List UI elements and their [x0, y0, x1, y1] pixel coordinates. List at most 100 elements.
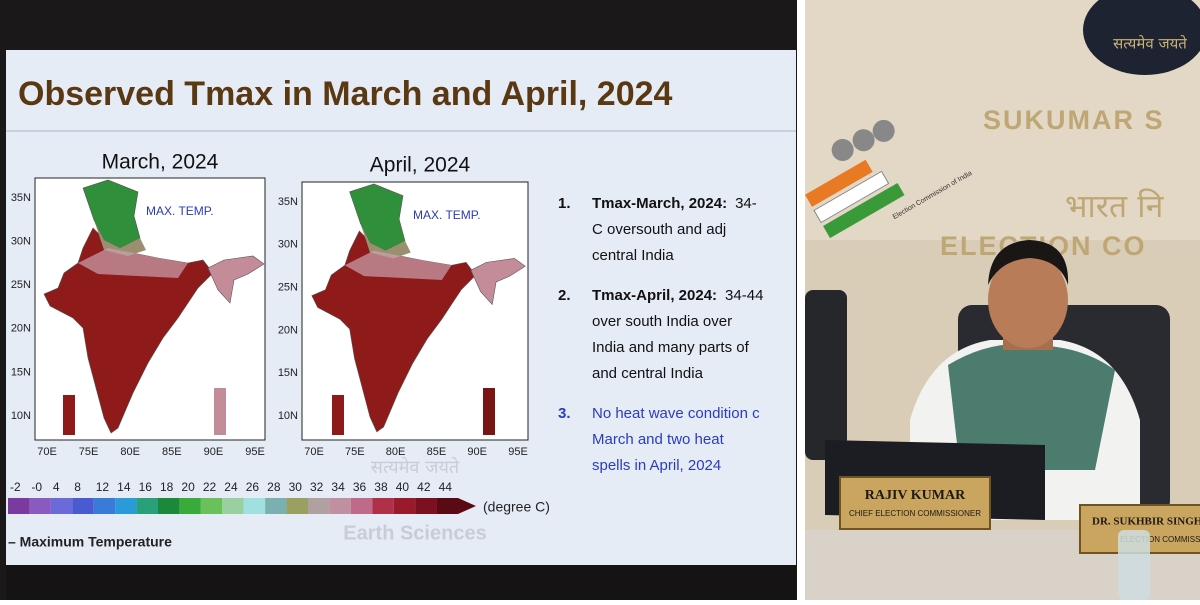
scale-swatch [222, 498, 244, 514]
scale-swatch [415, 498, 437, 514]
scale-label: 26 [246, 480, 260, 494]
scale-label: -2 [10, 480, 21, 494]
scale-label: -0 [31, 480, 42, 494]
scale-swatch [372, 498, 394, 514]
scale-label: 12 [96, 480, 110, 494]
lat-label: 10N [278, 410, 298, 422]
point-line: 34-44 [725, 287, 763, 304]
lon-label: 70E [304, 446, 324, 458]
lat-label: 30N [11, 236, 31, 248]
emblem-text: सत्यमेव जयते [1113, 35, 1187, 53]
lat-label: 15N [11, 366, 31, 378]
nameplate-name: DR. SUKHBIR SINGH S [1092, 516, 1200, 528]
point-line: over south India over [592, 313, 732, 330]
lon-label: 85E [162, 446, 182, 458]
lon-label: 75E [345, 446, 365, 458]
scale-label: 18 [160, 480, 174, 494]
lat-label: 15N [278, 367, 298, 379]
point-number: 3. [558, 405, 571, 422]
lat-label: 35N [278, 196, 298, 208]
scale-swatch [50, 498, 73, 514]
face [988, 252, 1068, 348]
scale-label: 20 [181, 480, 195, 494]
watermark: Earth Sciences [343, 522, 486, 544]
lat-label: 20N [11, 323, 31, 335]
lat-label: 25N [11, 279, 31, 291]
point-line: March and two heat [592, 431, 725, 448]
scale-swatch [115, 498, 137, 514]
scale-label: 8 [74, 480, 81, 494]
point-line: 34- [735, 195, 757, 212]
lat-label: 25N [278, 282, 298, 294]
scale-label: 4 [53, 480, 60, 494]
hindi-sign: भारत नि [1065, 187, 1165, 225]
building-name: SUKUMAR S [983, 105, 1165, 135]
scale-label: 38 [374, 480, 388, 494]
map-title: April, 2024 [370, 154, 471, 177]
scale-swatch [286, 498, 308, 514]
point-line: central India [592, 247, 674, 264]
point-line: and central India [592, 365, 704, 382]
scale-swatch [72, 498, 94, 514]
lon-label: 90E [204, 446, 224, 458]
scale-label: 30 [289, 480, 303, 494]
scale-swatch [93, 498, 116, 514]
scale-label: 24 [224, 480, 238, 494]
scale-swatch [350, 498, 373, 514]
slide-photo: Observed Tmax in March and April, 2024 M… [0, 0, 797, 600]
lon-label: 95E [245, 446, 265, 458]
watermark-hindi: सत्यमेव जयते [371, 456, 460, 478]
lon-label: 85E [427, 446, 447, 458]
nameplate-name: RAJIV KUMAR [865, 488, 966, 503]
map-legend: MAX. TEMP. [413, 208, 481, 222]
point-heading: Tmax-April, 2024: [592, 287, 717, 304]
scale-label: 14 [117, 480, 131, 494]
scale-swatch [29, 498, 51, 514]
color-scale: -2 -0 4 8 12 14 16 18 20 22 24 26 28 30 32 34 36 38 40 42 44 [8, 480, 476, 514]
lat-label: 30N [278, 239, 298, 251]
scale-swatch [243, 498, 266, 514]
vest [948, 344, 1115, 470]
scale-label: 34 [331, 480, 345, 494]
scale-label: 36 [353, 480, 367, 494]
map-title: March, 2024 [102, 151, 219, 174]
scale-label: 44 [439, 480, 453, 494]
scale-label: 28 [267, 480, 281, 494]
lon-label: 70E [37, 446, 57, 458]
nameplate-title: ELECTION COMMISSIO [1120, 535, 1200, 544]
scale-arrow [458, 498, 476, 514]
scale-label: 16 [139, 480, 153, 494]
point-heading: Tmax-March, 2024: [592, 195, 727, 212]
point-line: C oversouth and adj [592, 221, 726, 238]
point-line: India and many parts of [592, 339, 750, 356]
scale-swatch [158, 498, 180, 514]
point-number: 2. [558, 287, 571, 304]
scale-label: 32 [310, 480, 324, 494]
lon-label: 90E [467, 446, 487, 458]
lat-label: 20N [278, 324, 298, 336]
point-number: 1. [558, 195, 571, 212]
meeting-photo: सत्यमेव जयते SUKUMAR S भारत नि ELECTION … [805, 0, 1200, 600]
lon-label: 80E [386, 446, 406, 458]
slide-title: Observed Tmax in March and April, 2024 [18, 75, 673, 113]
scale-swatch [136, 498, 158, 514]
caption: – Maximum Temperature [8, 534, 172, 550]
scale-swatch [179, 498, 201, 514]
nameplate [839, 476, 991, 530]
bullet-list: 1. Tmax-March, 2024: 34- C oversouth and ad… [558, 195, 763, 474]
scale-label: 42 [417, 480, 431, 494]
map-legend: MAX. TEMP. [146, 204, 214, 218]
lon-label: 95E [508, 446, 528, 458]
scale-swatch [329, 498, 351, 514]
scale-label: 22 [203, 480, 217, 494]
scale-label: 40 [396, 480, 410, 494]
scale-swatch [265, 498, 287, 514]
point-line: spells in April, 2024 [592, 457, 721, 474]
scale-swatch [436, 498, 458, 514]
lon-label: 80E [120, 446, 140, 458]
nameplate-title: CHIEF ELECTION COMMISSIONER [849, 509, 981, 518]
scale-swatch [393, 498, 416, 514]
scale-swatch [8, 498, 30, 514]
